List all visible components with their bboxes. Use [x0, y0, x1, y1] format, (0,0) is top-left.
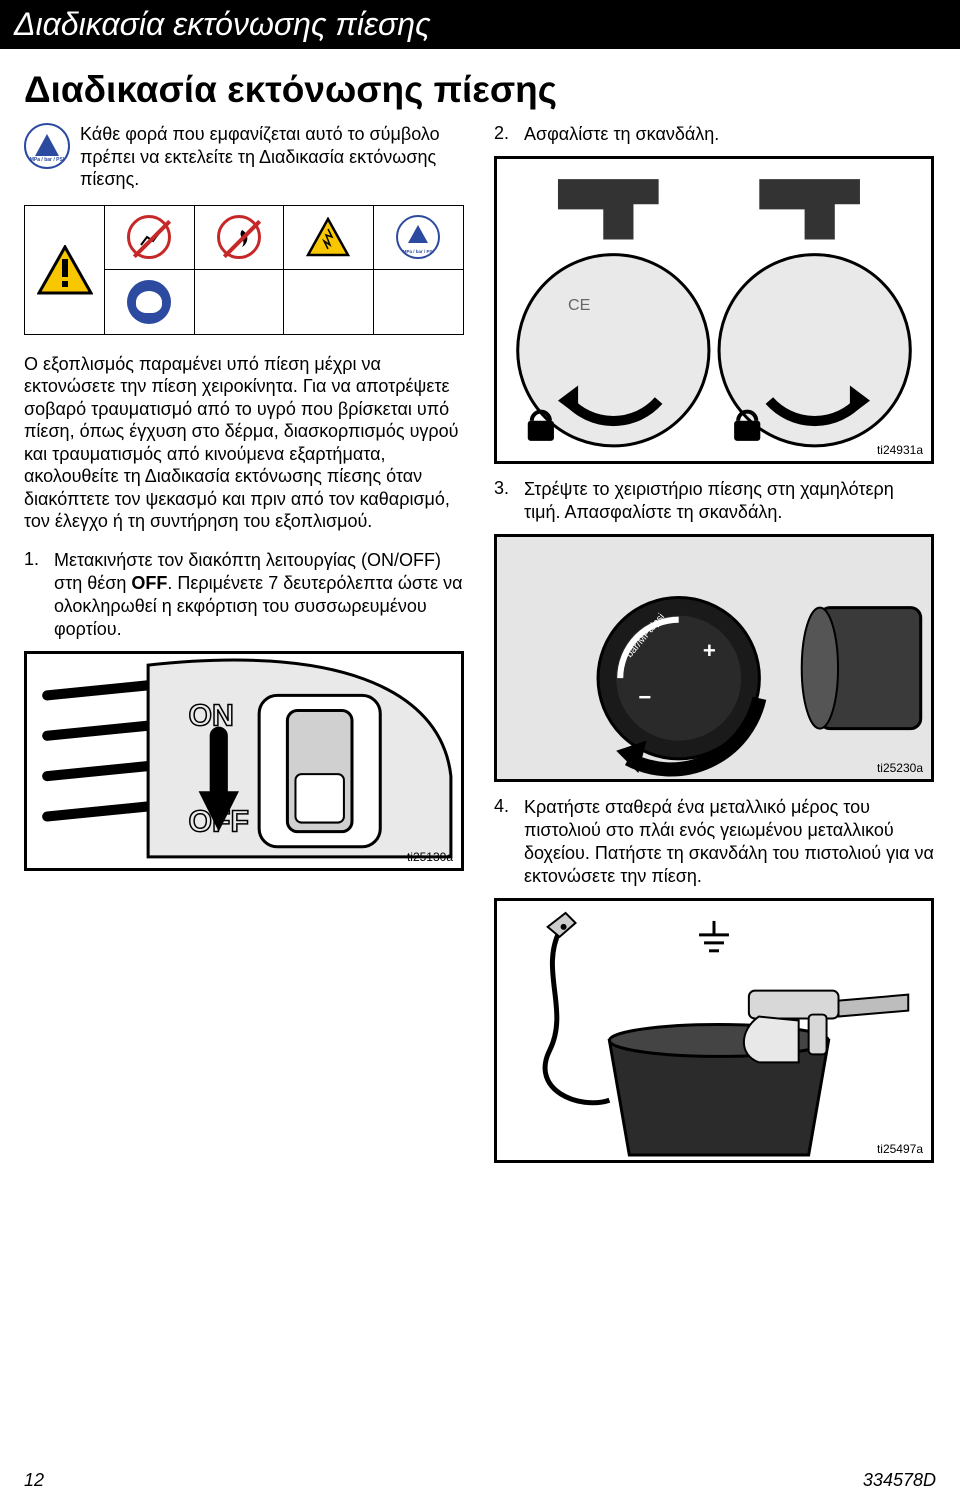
- pressure-knob-illustration: bar/MPa/psi − +: [497, 537, 931, 779]
- no-spray-hand-icon: [105, 206, 195, 270]
- intro-text: Κάθε φορά που εμφανίζεται αυτό το σύμβολ…: [80, 123, 464, 191]
- step-3-text: Στρέψτε το χειριστήριο πίεσης στη χαμηλό…: [524, 478, 934, 524]
- respirator-mandatory-icon: [105, 270, 195, 334]
- svg-text:CE: CE: [568, 296, 591, 314]
- step-1-number: 1.: [24, 549, 40, 641]
- warning-paragraph: Ο εξοπλισμός παραμένει υπό πίεση μέχρι ν…: [24, 353, 464, 533]
- header-title: Διαδικασία εκτόνωσης πίεσης: [14, 6, 431, 42]
- step-1-bold: OFF: [131, 573, 167, 593]
- two-column-layout: MPa / bar / PSI Κάθε φορά που εμφανίζετα…: [24, 123, 936, 1163]
- figure-onoff-id: ti25130a: [407, 850, 453, 864]
- explosion-warning-icon: [284, 206, 374, 270]
- page-number: 12: [24, 1470, 44, 1491]
- no-open-flame-icon: [195, 206, 285, 270]
- figure-knob-id: ti25230a: [877, 761, 923, 775]
- empty-cell: [195, 270, 285, 334]
- onoff-switch-illustration: ON OFF: [27, 654, 461, 868]
- page-body: Διαδικασία εκτόνωσης πίεσης MPa / bar / …: [0, 49, 960, 1163]
- trigger-lock-illustration: CE: [497, 159, 931, 461]
- figure-pail-id: ti25497a: [877, 1142, 923, 1156]
- header-bar: Διαδικασία εκτόνωσης πίεσης: [0, 0, 960, 49]
- step-4: 4. Κρατήστε σταθερά ένα μεταλλικό μέρος …: [494, 796, 934, 888]
- svg-text:ON: ON: [188, 699, 233, 732]
- step-4-text: Κρατήστε σταθερά ένα μεταλλικό μέρος του…: [524, 796, 934, 888]
- step-1: 1. Μετακινήστε τον διακόπτη λειτουργίας …: [24, 549, 464, 641]
- empty-cell: [284, 270, 374, 334]
- figure-trigger-lock: CE ti24931a: [494, 156, 934, 464]
- figure-lock-id: ti24931a: [877, 443, 923, 457]
- ground-pail-illustration: [497, 901, 931, 1160]
- intro-row: MPa / bar / PSI Κάθε φορά που εμφανίζετα…: [24, 123, 464, 191]
- left-column: MPa / bar / PSI Κάθε φορά που εμφανίζετα…: [24, 123, 464, 1163]
- right-column: 2. Ασφαλίστε τη σκανδάλη. CE: [494, 123, 934, 1163]
- pressure-symbol-icon: MPa / bar / PSI: [24, 123, 70, 169]
- document-id: 334578D: [863, 1470, 936, 1491]
- svg-text:−: −: [638, 684, 651, 709]
- pressure-symbol-label: MPa / bar / PSI: [30, 157, 64, 163]
- step-4-number: 4.: [494, 796, 510, 888]
- step-3: 3. Στρέψτε το χειριστήριο πίεσης στη χαμ…: [494, 478, 934, 524]
- empty-cell: [374, 270, 464, 334]
- warning-triangle-icon: [37, 245, 93, 295]
- svg-text:+: +: [703, 638, 716, 663]
- figure-pressure-knob: bar/MPa/psi − + ti25230a: [494, 534, 934, 782]
- step-2: 2. Ασφαλίστε τη σκανδάλη.: [494, 123, 934, 146]
- step-2-text: Ασφαλίστε τη σκανδάλη.: [524, 123, 719, 146]
- pressure-symbol-small-icon: MPa / bar / PSI: [374, 206, 464, 270]
- figure-onoff-switch: ON OFF ti25130a: [24, 651, 464, 871]
- warning-icon-table: MPa / bar / PSI: [24, 205, 464, 335]
- step-1-text: Μετακινήστε τον διακόπτη λειτουργίας (ON…: [54, 549, 464, 641]
- page-heading: Διαδικασία εκτόνωσης πίεσης: [24, 69, 936, 111]
- step-3-number: 3.: [494, 478, 510, 524]
- warning-triangle-cell: [25, 206, 105, 334]
- figure-ground-pail: ti25497a: [494, 898, 934, 1163]
- page-footer: 12 334578D: [24, 1470, 936, 1491]
- step-2-number: 2.: [494, 123, 510, 146]
- warning-icon-grid: MPa / bar / PSI: [105, 206, 463, 334]
